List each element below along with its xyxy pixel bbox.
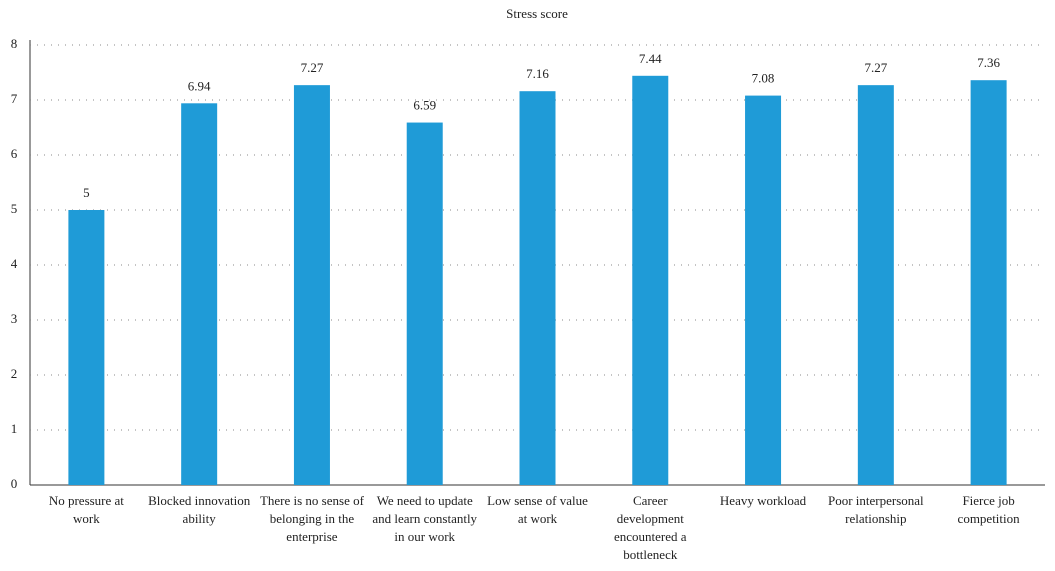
x-tick-label: Blocked innovation ability	[148, 493, 251, 526]
label-line: belonging in the	[270, 511, 355, 526]
label-line: Low sense of value	[487, 493, 588, 508]
label-line: encountered a	[614, 529, 687, 544]
x-tick-label: Fierce job competition	[958, 493, 1021, 526]
label-line: Career	[633, 493, 668, 508]
label-line: work	[73, 511, 100, 526]
y-tick-label: 3	[11, 311, 18, 326]
x-tick-label: There is no sense of belonging in the ente…	[260, 493, 365, 544]
label-line: in our work	[394, 529, 455, 544]
label-line: bottleneck	[623, 547, 678, 562]
x-tick-label: Heavy workload	[720, 493, 807, 508]
x-tick-label: Career development encountered a bottleneck	[614, 493, 687, 562]
y-tick-label: 8	[11, 36, 18, 51]
label-line: and learn constantly	[372, 511, 477, 526]
y-tick-label: 4	[11, 256, 18, 271]
data-label: 7.08	[752, 71, 775, 86]
y-tick-label: 2	[11, 366, 18, 381]
bar	[181, 103, 218, 486]
label-line: No pressure at	[49, 493, 124, 508]
label-line: relationship	[845, 511, 906, 526]
x-tick-label: No pressure at work	[49, 493, 124, 526]
x-tick-label: Low sense of value at work	[487, 493, 588, 526]
data-label: 7.44	[639, 51, 662, 66]
label-line: We need to update	[377, 493, 473, 508]
label-line: Heavy workload	[720, 493, 807, 508]
label-line: Fierce job	[962, 493, 1014, 508]
label-line: There is no sense of	[260, 493, 365, 508]
y-tick-label: 6	[11, 146, 18, 161]
label-line: enterprise	[286, 529, 337, 544]
label-line: Blocked innovation	[148, 493, 251, 508]
data-label: 7.27	[301, 60, 324, 75]
data-label: 7.16	[526, 66, 549, 81]
label-line: competition	[958, 511, 1021, 526]
bar	[519, 91, 556, 485]
y-tick-label: 5	[11, 201, 18, 216]
data-label: 6.94	[188, 78, 211, 93]
label-line: Poor interpersonal	[828, 493, 924, 508]
bar	[970, 80, 1007, 485]
x-tick-label: Poor interpersonal relationship	[828, 493, 924, 526]
bar	[406, 122, 443, 486]
chart-title: Stress score	[506, 6, 568, 21]
y-tick-label: 1	[11, 421, 18, 436]
bar	[632, 75, 669, 486]
bar	[857, 85, 894, 486]
y-tick-label: 0	[11, 476, 18, 491]
data-label: 5	[83, 185, 90, 200]
label-line: development	[617, 511, 685, 526]
bar	[293, 85, 330, 486]
y-tick-label: 7	[11, 91, 18, 106]
data-label: 7.27	[864, 60, 887, 75]
x-tick-label: We need to update and learn constantly in …	[372, 493, 477, 544]
label-line: ability	[183, 511, 217, 526]
label-line: at work	[518, 511, 558, 526]
data-label: 7.36	[977, 55, 1000, 70]
bar	[68, 210, 105, 485]
data-label: 6.59	[413, 98, 436, 113]
bar	[745, 95, 782, 485]
